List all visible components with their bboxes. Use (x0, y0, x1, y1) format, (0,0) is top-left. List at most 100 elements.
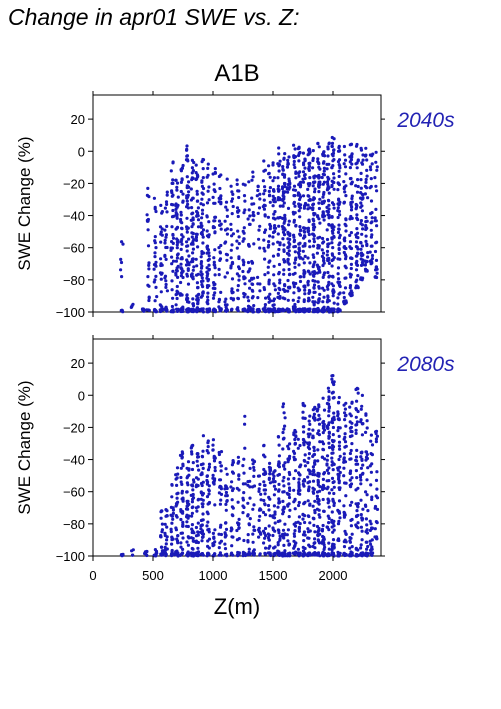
data-point (311, 465, 315, 469)
data-point (308, 432, 312, 436)
data-point (321, 448, 326, 452)
data-point (262, 169, 266, 173)
data-point (337, 209, 341, 213)
data-point (212, 454, 216, 458)
data-point (170, 521, 174, 525)
data-point (325, 167, 329, 171)
data-point (364, 450, 368, 454)
data-point (369, 177, 373, 181)
data-point (223, 553, 227, 557)
data-point (315, 263, 319, 267)
data-point (171, 208, 175, 213)
data-point (356, 274, 360, 278)
data-point (185, 175, 189, 179)
data-point (159, 203, 163, 207)
data-point (201, 285, 205, 289)
data-point (355, 166, 359, 170)
data-point (325, 237, 330, 242)
data-point (317, 513, 321, 517)
data-point (326, 423, 331, 427)
data-point (281, 430, 285, 435)
data-point (223, 542, 227, 546)
data-point (327, 186, 331, 190)
data-point (207, 492, 211, 496)
data-point (336, 310, 340, 314)
data-point (246, 514, 250, 518)
data-point (147, 263, 151, 267)
data-point (225, 214, 229, 218)
data-point (276, 291, 280, 295)
data-point (298, 182, 302, 186)
chart-title: A1B (214, 60, 259, 87)
data-point (272, 264, 276, 268)
data-point (293, 457, 297, 462)
data-point (342, 295, 346, 300)
data-point (307, 435, 311, 439)
data-point (268, 200, 272, 204)
data-point (195, 551, 199, 556)
data-point (171, 508, 175, 512)
data-point (170, 279, 174, 283)
data-point (250, 261, 255, 265)
data-point (342, 162, 346, 166)
data-point (224, 502, 228, 506)
data-point (312, 286, 316, 290)
data-point (171, 259, 176, 263)
data-point (307, 229, 311, 233)
data-point (355, 386, 359, 390)
data-point (354, 428, 358, 432)
data-point (231, 204, 235, 209)
data-point (338, 280, 342, 284)
data-point (293, 188, 298, 192)
data-point (175, 181, 180, 185)
data-point (327, 216, 331, 220)
data-point (212, 219, 216, 223)
data-point (267, 476, 271, 480)
data-point (344, 254, 348, 259)
data-point (312, 196, 316, 201)
data-point (348, 483, 352, 487)
data-point (223, 241, 227, 245)
data-point (271, 194, 275, 198)
data-point (282, 436, 286, 440)
data-point (272, 493, 276, 497)
data-point (326, 177, 330, 181)
data-point (298, 552, 302, 556)
data-point (287, 486, 292, 490)
data-point (176, 500, 180, 504)
data-point (298, 256, 302, 260)
data-point (163, 206, 167, 210)
data-point (206, 173, 210, 177)
data-point (243, 552, 247, 557)
data-point (282, 464, 286, 468)
data-point (286, 289, 290, 293)
data-point (257, 487, 261, 491)
data-point (163, 522, 167, 526)
data-point (175, 483, 179, 487)
data-point (292, 163, 296, 167)
data-point (343, 190, 347, 194)
data-point (230, 488, 235, 493)
data-point (326, 294, 330, 298)
data-point (283, 152, 287, 156)
data-point (235, 246, 239, 250)
data-point (302, 530, 306, 534)
data-point (191, 461, 195, 465)
data-point (298, 185, 302, 189)
data-point (201, 167, 205, 171)
data-point (237, 473, 241, 477)
data-point (375, 434, 379, 438)
data-point (366, 509, 370, 513)
data-point (257, 310, 261, 314)
data-point (311, 504, 315, 508)
data-point (268, 472, 272, 476)
data-point (223, 228, 228, 232)
data-point (327, 223, 331, 227)
data-point (186, 300, 190, 304)
data-point (343, 239, 347, 243)
data-point (246, 308, 250, 312)
data-point (186, 202, 190, 206)
data-point (165, 202, 169, 206)
data-point (302, 430, 306, 434)
data-point (288, 488, 292, 493)
